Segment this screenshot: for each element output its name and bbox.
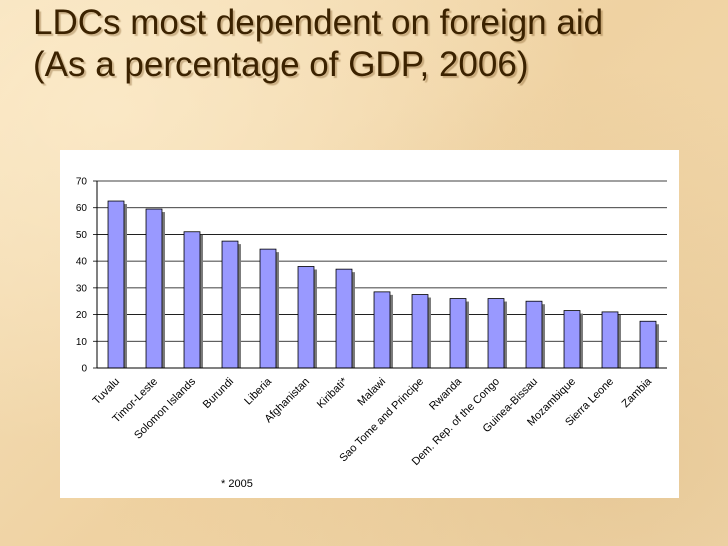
bar-chart: 0 10 20 30 40 50 60 70 TuvaluTimor-LesteSolomon… — [76, 177, 667, 490]
bar — [563, 310, 581, 369]
y-tick-label: 20 — [76, 310, 88, 321]
bars — [107, 200, 659, 369]
slide-title-line-1: LDCs most dependent on foreign aid — [33, 3, 604, 42]
bar — [601, 311, 619, 369]
bar — [297, 266, 315, 369]
y-tick-label: 30 — [76, 283, 88, 294]
chart-panel: 0 10 20 30 40 50 60 70 Tuvalu Timor-Leste Solomon… — [60, 150, 679, 498]
y-tick-labels: 0 10 20 30 40 50 60 70 — [76, 177, 97, 375]
bar — [373, 291, 391, 369]
category-label: Burundi — [201, 376, 236, 411]
bar — [639, 320, 657, 369]
category-label: Malawi — [355, 376, 388, 409]
category-label: Kiribati* — [315, 375, 351, 411]
y-tick-label: 50 — [76, 230, 88, 241]
bar — [107, 200, 125, 369]
axes — [96, 181, 667, 369]
category-label: Rwanda — [427, 375, 465, 413]
bar — [335, 268, 353, 369]
bar — [525, 300, 543, 369]
bar — [183, 231, 201, 369]
bar — [221, 240, 239, 369]
chart-footnote: * 2005 — [221, 478, 253, 490]
y-tick-label: 70 — [76, 177, 88, 188]
y-tick-label: 60 — [76, 203, 88, 214]
bar — [145, 208, 163, 369]
y-tick-label: 0 — [81, 364, 87, 375]
bar — [259, 248, 277, 369]
y-tick-label: 10 — [76, 337, 88, 348]
y-tick-label: 40 — [76, 257, 88, 268]
slide-title-line-2: (As a percentage of GDP, 2006) — [33, 45, 529, 84]
bar — [449, 298, 467, 369]
bar — [411, 294, 429, 369]
category-label: Liberia — [242, 375, 274, 407]
slide-title: LDCs most dependent on foreign aid (As a… — [33, 2, 603, 86]
bar — [487, 298, 505, 369]
category-label: Zambia — [620, 375, 655, 410]
category-label: Tuvalu — [91, 376, 123, 408]
